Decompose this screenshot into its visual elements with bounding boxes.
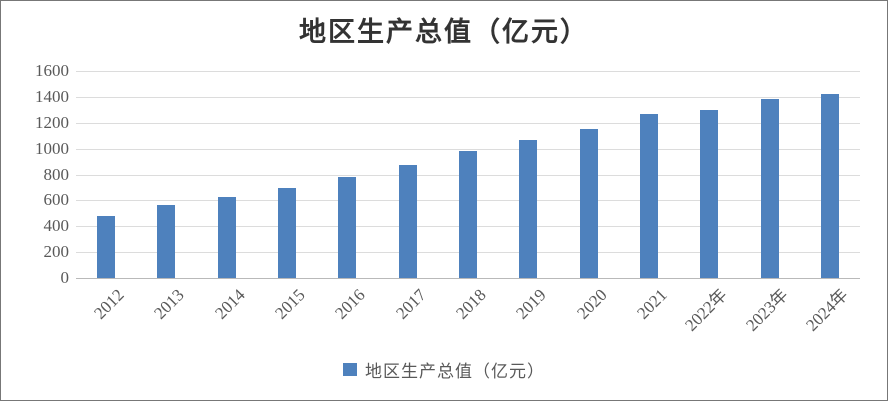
bar-2020 (579, 129, 598, 278)
legend-swatch (343, 363, 357, 376)
y-tick-label-800: 800 (43, 164, 70, 184)
legend: 地区生产总值（亿元） (1, 357, 887, 382)
y-tick-label-400: 400 (43, 216, 70, 236)
bar-2021 (639, 113, 658, 278)
bar-2022年 (700, 109, 719, 278)
gridline-1200 (76, 122, 860, 124)
bar-2014 (217, 196, 236, 278)
bar-2015 (278, 188, 297, 278)
bar-2012 (97, 215, 116, 278)
y-tick-label-1400: 1400 (35, 86, 69, 106)
x-tick-label-2012: 2012 (90, 285, 128, 323)
gridline-1400 (76, 96, 860, 98)
bar-2016 (338, 177, 357, 278)
y-tick-label-1200: 1200 (35, 112, 69, 132)
bar-2023年 (760, 99, 779, 278)
bar-2017 (398, 164, 417, 278)
y-tick-label-1000: 1000 (35, 138, 69, 158)
gridline-1600 (76, 71, 860, 72)
bar-2013 (157, 204, 176, 278)
y-tick-label-200: 200 (43, 242, 70, 262)
chart-title: 地区生产总值（亿元） (299, 17, 589, 47)
plot-area (76, 71, 860, 279)
legend-label: 地区生产总值（亿元） (365, 362, 545, 381)
bar-2024年 (820, 93, 839, 278)
bar-2019 (519, 139, 538, 278)
y-tick-label-600: 600 (43, 190, 70, 210)
gridline-1000 (76, 148, 860, 150)
y-tick-label-1600: 1600 (35, 61, 69, 80)
bar-2018 (459, 150, 477, 278)
y-tick-label-0: 0 (60, 268, 70, 287)
